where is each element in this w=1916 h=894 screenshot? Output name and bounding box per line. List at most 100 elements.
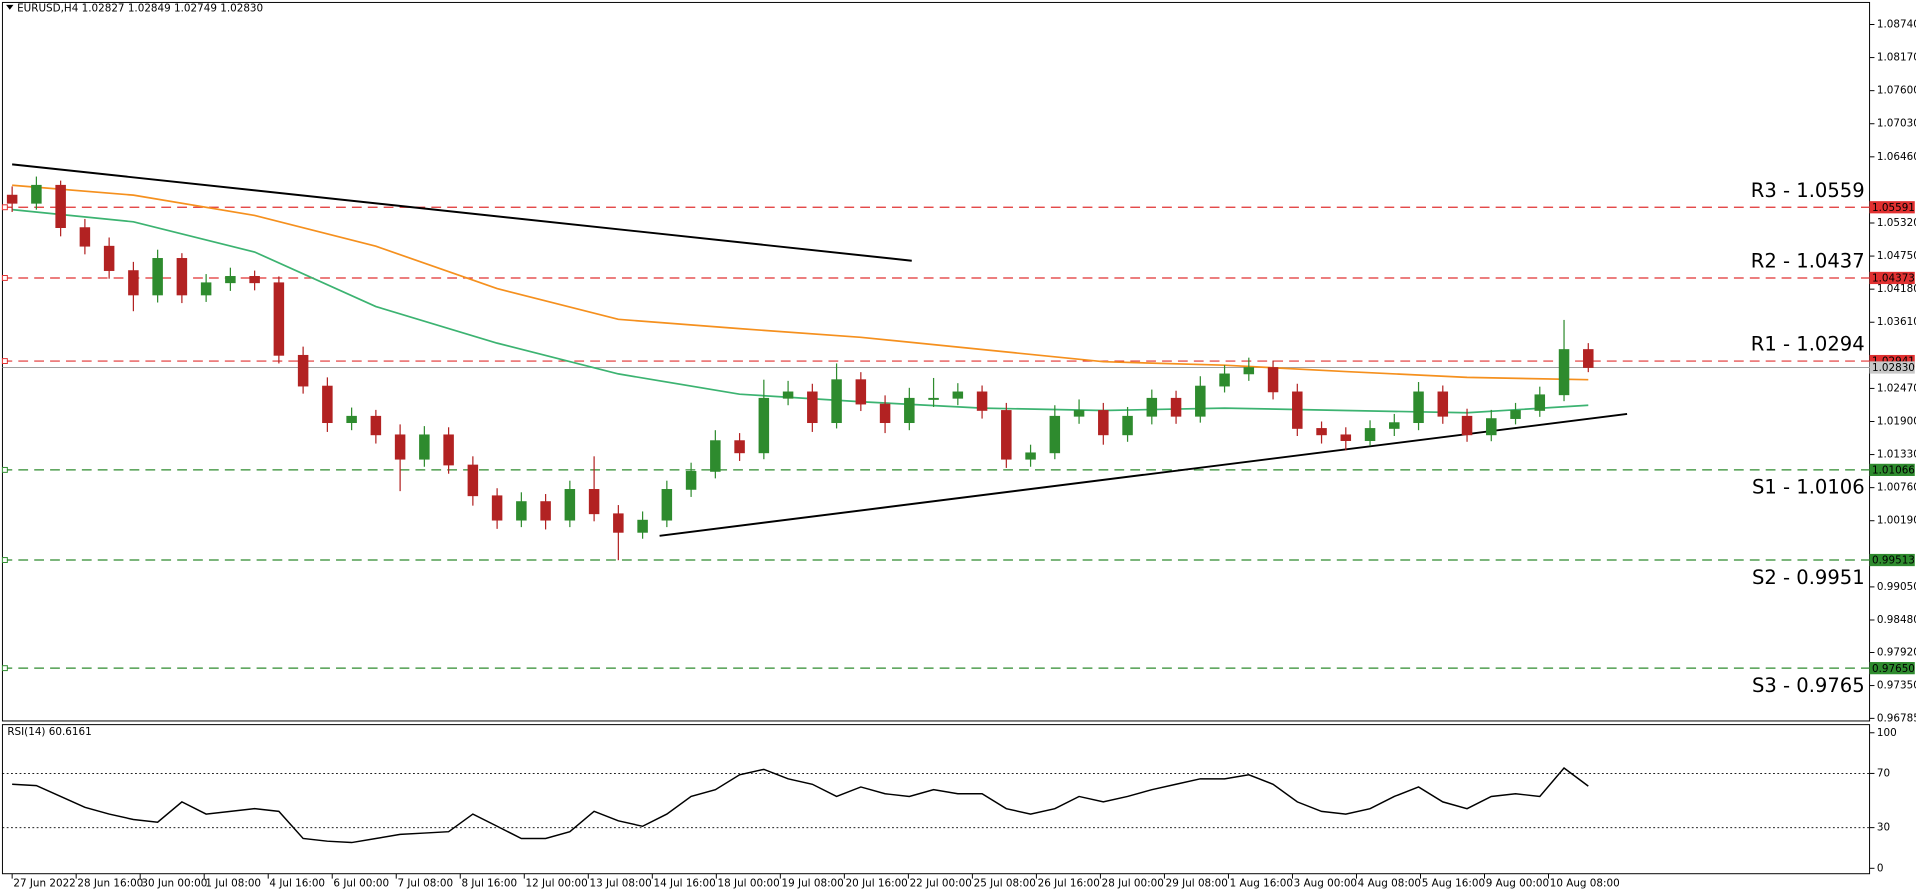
candle-body <box>1001 410 1012 460</box>
candle-body <box>1389 422 1400 429</box>
x-tick-label: 30 Jun 00:00 <box>141 877 207 889</box>
x-tick-label: 22 Jul 00:00 <box>910 877 972 889</box>
y-tick-label: 0.98480 <box>1877 614 1916 626</box>
level-marker <box>1 358 8 365</box>
candle-body <box>176 258 188 296</box>
overlay-line <box>12 163 912 262</box>
candle-body <box>564 489 576 521</box>
x-tick-label: 4 Aug 08:00 <box>1358 877 1421 889</box>
candle-body <box>31 184 42 204</box>
candle-body <box>1316 428 1327 436</box>
candle-body <box>6 194 18 204</box>
candle-body <box>588 489 600 515</box>
level-axis-label: 0.99513 <box>1872 555 1915 567</box>
candle-body <box>1219 373 1230 387</box>
y-tick-label: 1.02470 <box>1877 382 1916 394</box>
candle-body <box>249 276 260 284</box>
candle-body <box>1170 397 1182 417</box>
x-tick-label: 29 Jul 08:00 <box>1166 877 1228 889</box>
level-axis-box <box>1869 463 1915 477</box>
candle-body <box>976 391 988 411</box>
candle-body <box>322 385 333 424</box>
candle-body <box>1049 415 1061 454</box>
candle-body <box>710 440 721 472</box>
level-marker <box>1 204 8 211</box>
y-tick-label: 1.00760 <box>1877 482 1916 494</box>
x-tick-label: 25 Jul 08:00 <box>974 877 1036 889</box>
candle-body <box>613 513 624 533</box>
candle-body <box>467 464 479 497</box>
x-tick-label: 13 Jul 08:00 <box>590 877 652 889</box>
x-tick-label: 1 Aug 16:00 <box>1230 877 1293 889</box>
x-tick-label: 20 Jul 16:00 <box>846 877 908 889</box>
x-tick-label: 28 Jun 16:00 <box>77 877 143 889</box>
x-tick-label: 10 Aug 08:00 <box>1550 877 1620 889</box>
candle-body <box>1098 410 1109 436</box>
y-tick-label: 1.03610 <box>1877 316 1916 328</box>
level-label: S1 - 1.0106 <box>1752 476 1865 499</box>
y-tick-label: 0.96785 <box>1877 712 1916 724</box>
y-tick-label: 0.97350 <box>1877 680 1916 692</box>
candle-body <box>661 489 673 521</box>
y-tick-label: 1.00190 <box>1877 515 1916 527</box>
level-label: S2 - 0.9951 <box>1752 566 1865 589</box>
y-tick-label: 0.97920 <box>1877 646 1916 658</box>
x-tick-label: 8 Jul 16:00 <box>461 877 517 889</box>
x-tick-label: 27 Jun 2022 <box>13 877 75 889</box>
candle-body <box>1025 452 1036 460</box>
rsi-panel <box>1 724 1871 875</box>
level-axis-label: 1.04373 <box>1872 273 1915 285</box>
y-tick-label: 70 <box>1877 767 1890 779</box>
y-tick-label: 1.05320 <box>1877 217 1916 229</box>
level-marker <box>1 665 8 672</box>
candle-body <box>225 276 236 284</box>
level-label: R3 - 1.0559 <box>1751 179 1865 202</box>
candle-body <box>443 434 454 466</box>
candle-body <box>1073 410 1085 417</box>
candle-body <box>1267 367 1279 393</box>
level-label: R1 - 1.0294 <box>1751 333 1865 356</box>
level-axis-box <box>1869 201 1915 214</box>
candle-body <box>1558 349 1570 396</box>
candle-body <box>1486 418 1497 436</box>
level-marker <box>1 557 8 563</box>
x-tick-label: 18 Jul 00:00 <box>718 877 780 889</box>
candle-body <box>685 471 697 490</box>
y-tick-label: 1.07600 <box>1877 85 1916 97</box>
level-axis-box <box>1869 662 1915 675</box>
level-axis-box <box>1869 271 1915 285</box>
candle-body <box>782 391 794 399</box>
y-tick-label: 0 <box>1877 862 1884 874</box>
candle-body <box>1195 385 1206 417</box>
y-tick-label: 1.08170 <box>1877 52 1916 64</box>
candle-body <box>1437 391 1449 417</box>
candle-body <box>637 519 648 533</box>
candle-body <box>928 397 939 400</box>
x-tick-label: 28 Jul 00:00 <box>1102 877 1164 889</box>
candle-body <box>879 403 891 424</box>
candle-body <box>1243 367 1255 375</box>
candle-body <box>1510 410 1521 419</box>
level-label: S3 - 0.9765 <box>1752 674 1865 697</box>
y-tick-label: 0.99050 <box>1877 581 1916 593</box>
x-tick-label: 26 Jul 16:00 <box>1038 877 1100 889</box>
x-tick-label: 1 Jul 08:00 <box>205 877 261 889</box>
candle-body <box>55 184 66 229</box>
candle-body <box>952 391 964 399</box>
current-price-label: 1.02830 <box>1872 362 1915 374</box>
level-axis-label: 1.05591 <box>1872 202 1915 214</box>
candle-body <box>128 270 139 296</box>
candle-body <box>152 258 163 296</box>
level-axis-label: 1.01066 <box>1872 465 1915 477</box>
candle-body <box>831 379 842 424</box>
y-tick-label: 1.08740 <box>1877 18 1916 30</box>
candle-body <box>370 415 382 436</box>
candle-body <box>1364 428 1376 442</box>
candle-body <box>79 227 91 247</box>
y-tick-label: 1.07030 <box>1877 118 1916 130</box>
level-label: R2 - 1.0437 <box>1751 250 1865 273</box>
collapse-icon <box>6 4 14 10</box>
y-tick-label: 1.01900 <box>1877 415 1916 427</box>
